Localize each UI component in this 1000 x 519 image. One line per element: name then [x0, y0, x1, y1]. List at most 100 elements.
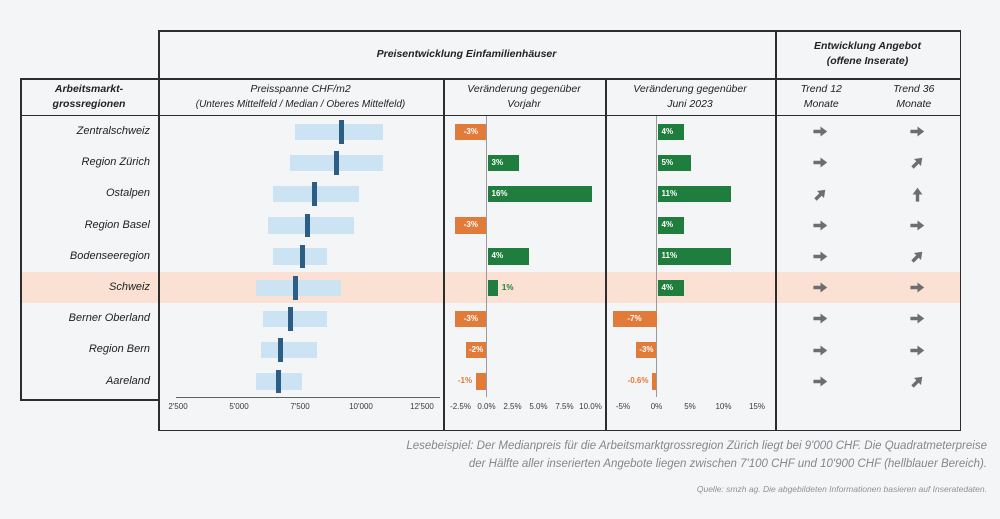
trend36-arrow-right-icon — [909, 123, 926, 140]
price-axis-tick-label: 5'000 — [229, 402, 249, 411]
price-median-tick — [304, 213, 310, 238]
trend12-header: Trend 12 Monate — [800, 82, 842, 110]
june-axis-tick-label: 0% — [650, 402, 663, 411]
june-bar — [652, 373, 657, 390]
grid-h-bottom — [158, 429, 961, 431]
yoy-bar-label: 4% — [491, 251, 504, 261]
trend36-arrow-up-right-icon — [905, 369, 929, 393]
price-median-tick — [292, 276, 298, 300]
price-median-tick — [338, 120, 344, 144]
yoy-axis-tick-label: -2.5% — [450, 402, 471, 411]
region-label: Region Basel — [84, 218, 150, 231]
yoy-bar-label: 16% — [491, 188, 508, 198]
lesebeispiel-text: Lesebeispiel: Der Medianpreis für die Ar… — [406, 437, 987, 473]
yoy-zero-line — [486, 116, 487, 397]
june-bar — [657, 123, 685, 140]
price-median-tick — [334, 151, 340, 175]
price-axis-tick-label: 12'500 — [410, 402, 434, 411]
yoy-bar-label: -1% — [457, 376, 473, 386]
offer-title-line1: Entwicklung Angebot — [814, 40, 921, 52]
june-bar — [657, 217, 685, 234]
region-label: Region Zürich — [81, 156, 150, 169]
june-bar — [657, 248, 732, 265]
trend12-arrow-up-right-icon — [808, 182, 832, 206]
june-bar-label: -3% — [639, 344, 654, 354]
yoy-bar — [465, 341, 487, 359]
yoy-bar-label: 3% — [491, 157, 504, 167]
yoy-axis-tick-label: 0.0% — [477, 402, 496, 411]
price-median-tick — [312, 182, 318, 206]
june-bar — [612, 310, 657, 328]
trend36-arrow-up-right-icon — [905, 244, 929, 268]
price-range-bar — [268, 217, 354, 234]
grid-h-labelcol-bottom — [20, 399, 160, 401]
june-axis-tick-label: 10% — [715, 402, 732, 411]
june-bar-label: 4% — [661, 126, 674, 136]
yoy-axis-tick-label: 5.0% — [529, 402, 548, 411]
june-column-header: Veränderung gegenüber Juni 2023 — [633, 82, 747, 110]
yoy-axis-tick-label: 10.0% — [579, 402, 602, 411]
trend36-arrow-right-icon — [909, 279, 926, 296]
yoy-bar — [476, 373, 487, 390]
yoy-bar — [455, 217, 487, 234]
offer-title-line2: (offene Inserate) — [826, 55, 909, 67]
june-bar-label: 4% — [661, 282, 674, 292]
price-axis-tick-label: 7'500 — [290, 402, 310, 411]
june-bar — [636, 341, 657, 359]
june-bar-label: 11% — [661, 188, 678, 198]
yoy-bar — [455, 123, 487, 140]
trend-columns-header: Trend 12 Monate Trend 36 Monate — [775, 78, 960, 115]
yoy-bar — [487, 154, 519, 172]
june-zero-line — [656, 116, 657, 397]
yoy-axis-tick-label: 2.5% — [503, 402, 522, 411]
trend36-arrow-right-icon — [909, 342, 926, 359]
yoy-column-header: Veränderung gegenüber Vorjahr — [467, 82, 581, 110]
yoy-axis-tick-label: 7.5% — [555, 402, 574, 411]
trend36-arrow-right-icon — [909, 217, 926, 234]
june-bar-label: 11% — [661, 251, 678, 261]
lesebeispiel-line1: Lesebeispiel: Der Medianpreis für die Ar… — [406, 440, 987, 452]
grid-v-3 — [605, 78, 607, 431]
yoy-bar — [487, 248, 530, 265]
june-axis-tick-label: 5% — [684, 402, 696, 411]
region-label: Ostalpen — [105, 187, 150, 200]
region-column-header: Arbeitsmarkt- grossregionen — [52, 82, 126, 110]
june-bar-label: 4% — [661, 220, 674, 230]
yoy-bar-label: -3% — [463, 313, 478, 323]
yoy-bar — [487, 185, 592, 203]
price-range-bar — [256, 279, 342, 296]
region-label: Berner Oberland — [68, 312, 150, 325]
source-note: Quelle: smzh ag. Die abgebildeten Inform… — [696, 484, 987, 494]
price-median-tick — [287, 307, 293, 331]
main-title-cell: Preisentwicklung Einfamilienhäuser — [158, 30, 775, 78]
june-bar — [657, 279, 685, 296]
june-axis-tick-label: -5% — [615, 402, 631, 411]
trend12-arrow-right-icon — [812, 373, 829, 390]
price-range-bar — [263, 310, 327, 328]
yoy-bar — [487, 279, 498, 296]
region-label: Aareland — [105, 374, 150, 387]
region-label: Zentralschweiz — [76, 125, 150, 137]
trend12-arrow-right-icon — [812, 248, 829, 265]
trend36-arrow-up-icon — [909, 186, 926, 203]
yoy-bar-label: -3% — [463, 220, 478, 230]
june-bar — [657, 185, 732, 203]
trend36-arrow-right-icon — [909, 310, 926, 327]
price-axis-tick-label: 10'000 — [349, 402, 373, 411]
june-bar-label: -0.6% — [627, 376, 649, 386]
lesebeispiel-line2: der Hälfte aller inserierten Angebote li… — [468, 458, 987, 470]
trend12-arrow-right-icon — [812, 154, 829, 171]
trend12-arrow-right-icon — [812, 342, 829, 359]
trend12-arrow-right-icon — [812, 217, 829, 234]
trend36-arrow-up-right-icon — [905, 151, 929, 175]
region-label: Region Bern — [88, 343, 150, 356]
region-label: Schweiz — [109, 281, 150, 293]
price-median-tick — [275, 369, 281, 394]
main-title: Preisentwicklung Einfamilienhäuser — [376, 47, 557, 60]
june-bar-label: 5% — [661, 157, 674, 167]
yoy-bar — [455, 310, 487, 328]
price-column-header: Preisspanne CHF/m2 (Unteres Mittelfeld /… — [195, 82, 406, 110]
yoy-bar-label: -3% — [463, 126, 478, 136]
june-bar-label: -7% — [627, 313, 642, 323]
